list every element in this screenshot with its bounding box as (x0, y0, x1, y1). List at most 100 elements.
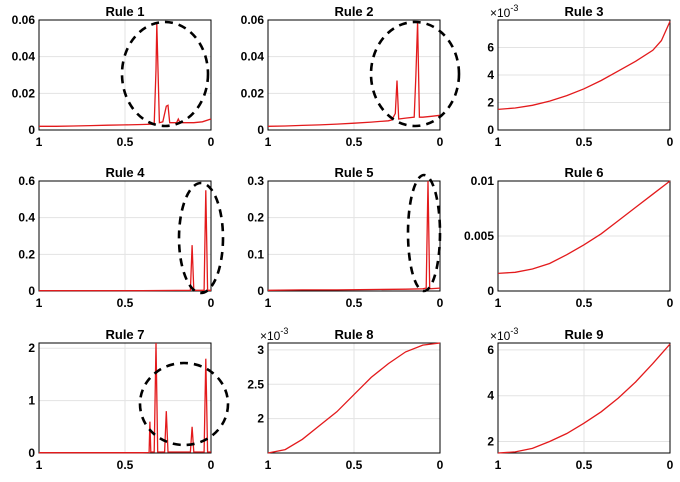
panel-title: Rule 8 (334, 327, 373, 342)
x-tick-label: 0.5 (346, 458, 363, 472)
axes-box (267, 19, 441, 131)
y-tick-label: 2.5 (247, 377, 264, 391)
y-tick-label: 0.02 (241, 86, 265, 100)
series-line (497, 21, 671, 111)
dashed-annotation (369, 20, 461, 128)
dashed-annotation (138, 361, 230, 447)
y-tick-label: 4 (487, 389, 494, 403)
x-tick-label: 1 (495, 458, 502, 472)
series-line (39, 23, 212, 127)
x-tick-label: 1 (36, 296, 43, 310)
exponent-label: ×10-3 (490, 326, 518, 343)
y-tick-label: 6 (487, 343, 494, 357)
panel-4: 1 0.5 0 0 0.2 0.4 0.6 Rule 4 (18, 165, 225, 310)
y-tick-label: 0.06 (241, 13, 265, 27)
x-tick-label: 1 (495, 135, 502, 149)
axes-box (267, 342, 441, 454)
y-tick-label: 4 (487, 68, 494, 82)
series-line (497, 343, 671, 454)
y-tick-label: 0.04 (241, 50, 265, 64)
dashed-annotation (177, 181, 225, 295)
y-tick-label: 0.04 (12, 50, 36, 64)
y-tick-label: 0 (28, 284, 35, 298)
axes-box (497, 180, 671, 292)
panel-5: 1 0.5 0 0 0.1 0.2 0.3 Rule 5 (247, 165, 443, 310)
exponent-label: ×10-3 (490, 3, 518, 20)
y-tick-label: 2 (257, 412, 264, 426)
series-line (267, 21, 441, 127)
x-tick-label: 0 (208, 296, 215, 310)
exponent-power: -3 (280, 326, 288, 336)
y-tick-label: 0 (487, 123, 494, 137)
axes-box (497, 19, 671, 131)
y-tick-label: 0.6 (18, 174, 35, 188)
x-tick-label: 0.5 (346, 135, 363, 149)
series-line (267, 180, 441, 291)
panel-title: Rule 6 (564, 165, 603, 180)
y-tick-label: 6 (487, 41, 494, 55)
y-tick-label: 0.4 (18, 211, 35, 225)
y-tick-label: 0 (28, 123, 35, 137)
panel-3: 1 0.5 0 0 2 4 6 Rule 3 ×10-3 (487, 3, 673, 149)
x-tick-label: 0 (667, 296, 674, 310)
y-tick-label: 3 (257, 343, 264, 357)
y-tick-label: 2 (487, 435, 494, 449)
y-tick-label: 2 (28, 341, 35, 355)
y-tick-label: 0.02 (12, 86, 36, 100)
x-tick-label: 1 (495, 296, 502, 310)
x-tick-label: 0.5 (117, 135, 134, 149)
y-tick-label: 2 (487, 96, 494, 110)
panel-title: Rule 7 (105, 327, 144, 342)
y-tick-label: 0 (257, 123, 264, 137)
x-tick-label: 0.5 (117, 458, 134, 472)
series-line (39, 190, 211, 292)
x-tick-label: 1 (265, 296, 272, 310)
y-tick-label: 0.005 (464, 229, 494, 243)
exponent-label: ×10-3 (260, 326, 288, 343)
x-tick-label: 0 (437, 458, 444, 472)
panel-8: 1 0.5 0 2 2.5 3 Rule 8 ×10-3 (247, 326, 443, 472)
y-tick-label: 0.06 (12, 13, 36, 27)
x-tick-label: 1 (265, 458, 272, 472)
axes-box (38, 19, 212, 131)
y-tick-label: 0 (487, 284, 494, 298)
panel-title: Rule 9 (564, 327, 603, 342)
series-line (497, 180, 671, 275)
x-tick-label: 0 (208, 135, 215, 149)
x-tick-label: 1 (36, 458, 43, 472)
panel-title: Rule 1 (105, 4, 144, 19)
panel-1: 1 0.5 0 0 0.02 0.04 0.06 Rule 1 (12, 4, 215, 149)
y-tick-label: 0.3 (247, 174, 264, 188)
panel-2: 1 0.5 0 0 0.02 0.04 0.06 Rule 2 (241, 4, 461, 149)
exponent-power: -3 (510, 326, 518, 336)
y-tick-label: 0.1 (247, 247, 264, 261)
panel-title: Rule 4 (105, 165, 145, 180)
x-tick-label: 0 (667, 458, 674, 472)
panel-6: 1 0.5 0 0 0.005 0.01 Rule 6 (464, 165, 674, 310)
exponent-power: -3 (510, 3, 518, 13)
panel-title: Rule 5 (334, 165, 373, 180)
x-tick-label: 0.5 (576, 135, 593, 149)
x-tick-label: 0.5 (576, 296, 593, 310)
y-tick-label: 0 (257, 284, 264, 298)
y-tick-label: 0 (28, 446, 35, 460)
dashed-annotation (406, 173, 442, 293)
x-tick-label: 0 (437, 135, 444, 149)
x-tick-label: 0.5 (346, 296, 363, 310)
x-tick-label: 1 (265, 135, 272, 149)
y-tick-label: 0.01 (471, 174, 495, 188)
panel-9: 1 0.5 0 2 4 6 Rule 9 ×10-3 (487, 326, 673, 472)
x-tick-label: 1 (36, 135, 43, 149)
x-tick-label: 0.5 (117, 296, 134, 310)
y-tick-label: 0.2 (247, 211, 264, 225)
panel-title: Rule 2 (334, 4, 373, 19)
axes-box (497, 342, 671, 454)
panel-title: Rule 3 (564, 4, 603, 19)
dashed-annotation (120, 20, 210, 128)
series-line (39, 342, 211, 454)
y-tick-label: 1 (28, 394, 35, 408)
x-tick-label: 0 (208, 458, 215, 472)
y-tick-label: 0.2 (18, 247, 35, 261)
series-line (267, 342, 441, 454)
